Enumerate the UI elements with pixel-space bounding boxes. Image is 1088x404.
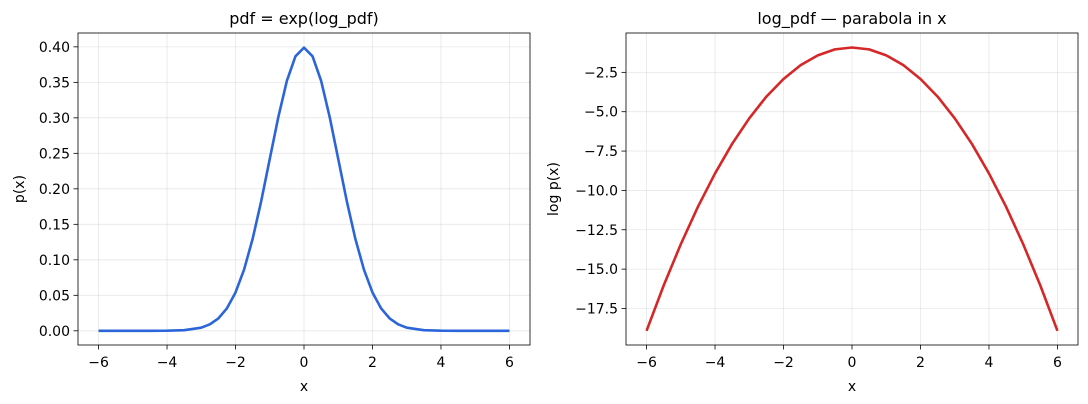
y-axis-label: log p(x) — [546, 162, 562, 216]
y-tick-label: 0.15 — [39, 217, 70, 233]
y-tick-label: −15.0 — [575, 262, 618, 278]
x-tick-label: 6 — [1053, 355, 1062, 371]
x-tick-label: −6 — [88, 355, 109, 371]
y-axis-label: p(x) — [12, 175, 28, 203]
x-tick-label: −2 — [773, 355, 794, 371]
y-tick-label: −10.0 — [575, 183, 618, 199]
x-tick-label: −4 — [157, 355, 178, 371]
y-tick-label: −7.5 — [584, 144, 618, 160]
x-tick-label: −4 — [705, 355, 726, 371]
y-tick-label: −17.5 — [575, 301, 618, 317]
x-tick-label: 4 — [985, 355, 994, 371]
x-tick-label: 2 — [368, 355, 377, 371]
plot-area — [78, 33, 530, 345]
y-tick-label: 0.20 — [39, 182, 70, 198]
y-tick-label: −12.5 — [575, 223, 618, 239]
chart-title: pdf = exp(log_pdf) — [229, 9, 379, 29]
y-tick-label: 0.10 — [39, 253, 70, 269]
right-chart-panel: −6 −4 −2 0 2 4 6 −17.5 −15.0 −12.5 −10.0 −7.5 −5.0 −2… — [546, 9, 1079, 395]
series-line-0 — [98, 46, 510, 333]
y-tick-label: 0.00 — [39, 324, 70, 340]
y-tick-label: −5.0 — [584, 105, 618, 121]
x-axis-label: x — [300, 379, 308, 395]
y-tick-label: 0.30 — [39, 111, 70, 127]
y-tick-label: 0.05 — [39, 288, 70, 304]
x-tick-label: 0 — [300, 355, 309, 371]
series-line-0 — [645, 46, 1059, 332]
x-tick-label: 0 — [848, 355, 857, 371]
y-tick-label: −2.5 — [584, 65, 618, 81]
left-chart-panel: −6 −4 −2 0 2 4 6 0.00 0.05 0.10 0.15 0.20 0.25 0.30 0.… — [12, 9, 531, 395]
chart-title: log_pdf — parabola in x — [757, 9, 946, 29]
plot-area — [626, 33, 1078, 345]
x-axis-label: x — [848, 379, 856, 395]
x-tick-label: 2 — [916, 355, 925, 371]
y-tick-label: 0.40 — [39, 40, 70, 56]
y-tick-label: 0.35 — [39, 75, 70, 91]
x-tick-label: −6 — [636, 355, 657, 371]
x-tick-label: 4 — [437, 355, 446, 371]
x-tick-label: −2 — [225, 355, 246, 371]
x-tick-label: 6 — [505, 355, 514, 371]
y-tick-label: 0.25 — [39, 146, 70, 162]
